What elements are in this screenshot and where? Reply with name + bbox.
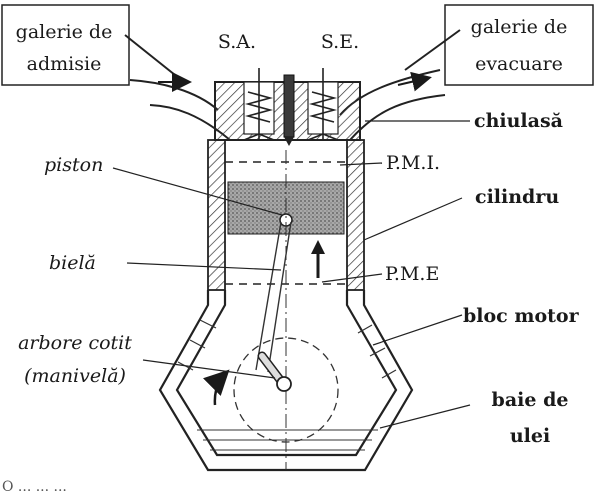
cylinder-label: cilindru — [475, 186, 559, 208]
exhaust-gallery-label-line2: evacuare — [475, 53, 563, 75]
exhaust-valve-label: S.E. — [321, 31, 359, 53]
exhaust-gallery-label-box: galerie de evacuare — [444, 4, 594, 86]
intake-valve — [243, 68, 275, 141]
tdc-label: P.M.I. — [386, 152, 440, 174]
oil-level — [197, 429, 378, 451]
piston-motion-arrow — [311, 240, 325, 278]
leader-lines — [112, 120, 471, 429]
oil-sump-label-line1: baie de — [492, 389, 569, 411]
engine-block-label: bloc motor — [463, 305, 580, 327]
exhaust-flow-arrow — [397, 71, 432, 92]
intake-gallery-label-line2: admisie — [27, 53, 102, 75]
cylinder-walls — [207, 139, 365, 291]
oil-sump-label-line2: ulei — [510, 425, 550, 447]
connecting-rod-label: bielă — [49, 252, 96, 274]
cylinder-head-label: chiulasă — [474, 110, 563, 132]
intake-valve-label: S.A. — [218, 31, 256, 53]
piston-label: piston — [44, 154, 103, 176]
exhaust-valve — [307, 68, 339, 141]
caption-fragment: O ... ... ... — [2, 479, 67, 493]
crankshaft-label-line2: (manivelă) — [24, 365, 126, 387]
intake-gallery-label-line1: galerie de — [16, 21, 113, 43]
exhaust-gallery-label-line1: galerie de — [471, 16, 568, 38]
crankshaft-arm — [257, 351, 292, 392]
rotation-arrow — [203, 369, 230, 406]
spark-plug — [283, 74, 295, 146]
crankshaft-label-line1: arbore cotit — [18, 332, 132, 354]
crank-circle — [233, 337, 339, 443]
connecting-rod — [255, 221, 292, 373]
intake-gallery-label-box: galerie de admisie — [1, 4, 130, 86]
bdc-label: P.M.E — [385, 263, 439, 285]
